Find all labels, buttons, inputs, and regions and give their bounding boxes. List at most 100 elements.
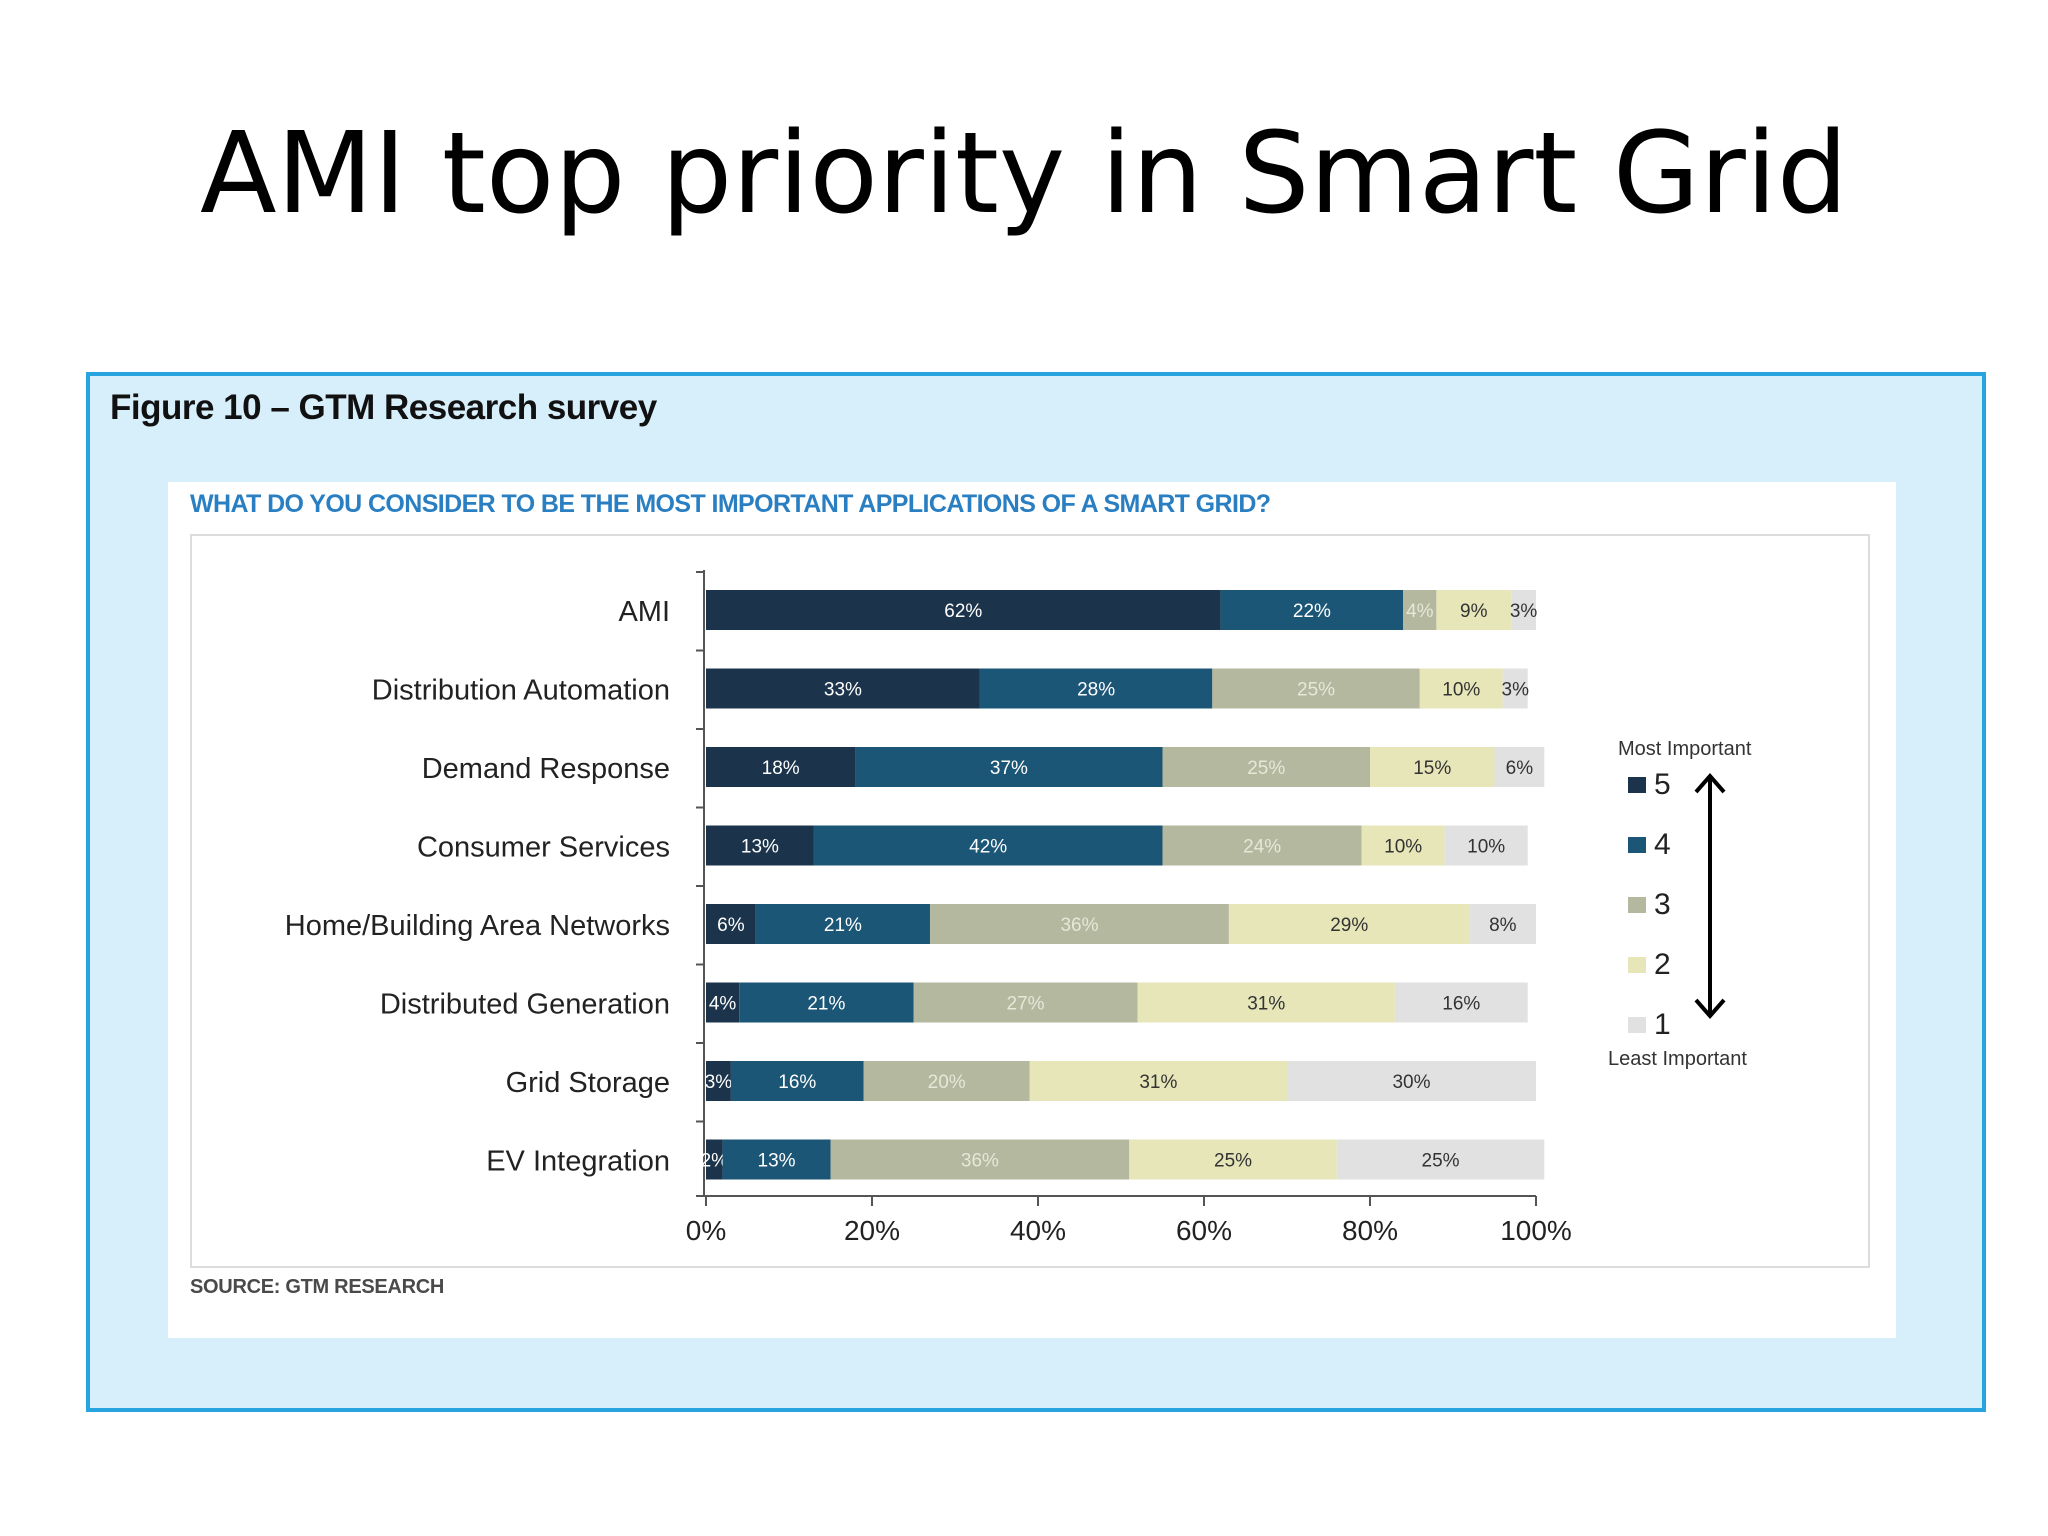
legend-swatch bbox=[1628, 1017, 1646, 1033]
data-label: 33% bbox=[824, 680, 862, 701]
legend-item: 1 bbox=[1628, 1008, 1671, 1042]
bar-segment bbox=[1287, 1061, 1536, 1101]
bar-segment bbox=[730, 1061, 864, 1101]
data-label: 27% bbox=[1007, 994, 1045, 1015]
data-label: 21% bbox=[824, 915, 862, 936]
bar-segment bbox=[1228, 904, 1470, 944]
bar-segment bbox=[706, 590, 1221, 630]
x-tick-label: 40% bbox=[1010, 1215, 1066, 1246]
legend-most-important: Most Important bbox=[1618, 738, 1752, 760]
data-label: 36% bbox=[961, 1151, 999, 1172]
figure-caption: Figure 10 – GTM Research survey bbox=[110, 388, 657, 427]
bar-segment bbox=[863, 1061, 1030, 1101]
data-label: 25% bbox=[1297, 680, 1335, 701]
bar-segment bbox=[755, 904, 931, 944]
bar-segment bbox=[930, 904, 1229, 944]
data-label: 16% bbox=[778, 1072, 816, 1093]
x-tick-label: 20% bbox=[844, 1215, 900, 1246]
data-label: 15% bbox=[1413, 758, 1451, 779]
bar-segment bbox=[706, 747, 856, 787]
data-label: 10% bbox=[1384, 837, 1422, 858]
data-label: 36% bbox=[1060, 915, 1098, 936]
bar-segment bbox=[1403, 590, 1437, 630]
x-tick-label: 80% bbox=[1342, 1215, 1398, 1246]
data-label: 10% bbox=[1442, 680, 1480, 701]
data-label: 3% bbox=[1502, 680, 1530, 701]
bar-segment bbox=[1370, 747, 1495, 787]
importance-arrow-icon bbox=[1694, 772, 1726, 1020]
bar-segment bbox=[1436, 590, 1512, 630]
data-label: 6% bbox=[1506, 758, 1534, 779]
legend-label: 5 bbox=[1654, 768, 1671, 801]
data-label: 2% bbox=[701, 1151, 729, 1172]
category-label: EV Integration bbox=[486, 1146, 670, 1178]
legend-swatch bbox=[1628, 897, 1646, 913]
legend-label: 4 bbox=[1654, 828, 1671, 861]
legend-label: 1 bbox=[1654, 1008, 1671, 1041]
data-label: 10% bbox=[1467, 837, 1505, 858]
bar-segment bbox=[706, 1139, 723, 1180]
bar-segment bbox=[706, 982, 740, 1023]
bar-segment bbox=[739, 982, 914, 1023]
bar-segment bbox=[706, 668, 980, 709]
legend-swatch bbox=[1628, 777, 1646, 793]
data-label: 4% bbox=[709, 994, 737, 1015]
legend-item: 4 bbox=[1628, 828, 1671, 862]
data-label: 13% bbox=[741, 837, 779, 858]
category-label: Consumer Services bbox=[417, 832, 670, 864]
data-label: 6% bbox=[717, 915, 745, 936]
chart-title: WHAT DO YOU CONSIDER TO BE THE MOST IMPO… bbox=[190, 490, 1271, 518]
category-label: Distribution Automation bbox=[372, 675, 670, 707]
data-label: 21% bbox=[807, 994, 845, 1015]
bar-segment bbox=[1162, 747, 1370, 787]
data-label: 18% bbox=[762, 758, 800, 779]
legend-swatch bbox=[1628, 837, 1646, 853]
data-label: 13% bbox=[758, 1151, 796, 1172]
data-label: 22% bbox=[1293, 601, 1331, 622]
legend-label: 3 bbox=[1654, 888, 1671, 921]
data-label: 25% bbox=[1422, 1151, 1460, 1172]
data-label: 62% bbox=[944, 601, 982, 622]
bar-segment bbox=[1336, 1139, 1545, 1180]
bar-segment bbox=[706, 825, 814, 866]
data-label: 25% bbox=[1247, 758, 1285, 779]
bar-segment bbox=[1162, 825, 1362, 866]
bar-segment bbox=[1419, 668, 1503, 709]
chart-source: SOURCE: GTM RESEARCH bbox=[190, 1276, 445, 1298]
data-label: 42% bbox=[969, 837, 1007, 858]
data-label: 30% bbox=[1392, 1072, 1430, 1093]
bar-segment bbox=[1361, 825, 1445, 866]
bar-segment bbox=[1212, 668, 1420, 709]
x-tick-label: 100% bbox=[1500, 1215, 1572, 1246]
x-tick-label: 0% bbox=[686, 1215, 726, 1246]
bar-segment bbox=[1394, 982, 1528, 1023]
bar-segment bbox=[1511, 590, 1536, 630]
data-label: 4% bbox=[1406, 601, 1434, 622]
bar-segment bbox=[813, 825, 1163, 866]
category-label: Grid Storage bbox=[506, 1067, 670, 1099]
bar-segment bbox=[1137, 982, 1395, 1023]
data-label: 8% bbox=[1489, 915, 1517, 936]
data-label: 16% bbox=[1442, 994, 1480, 1015]
data-label: 29% bbox=[1330, 915, 1368, 936]
bar-segment bbox=[913, 982, 1138, 1023]
bar-segment bbox=[1469, 904, 1536, 944]
legend-swatch bbox=[1628, 957, 1646, 973]
bar-segment bbox=[979, 668, 1213, 709]
data-label: 31% bbox=[1247, 994, 1285, 1015]
legend-least-important: Least Important bbox=[1608, 1048, 1747, 1070]
category-label: AMI bbox=[618, 596, 670, 628]
bar-segment bbox=[1029, 1061, 1287, 1101]
bar-segment bbox=[855, 747, 1163, 787]
x-tick-label: 60% bbox=[1176, 1215, 1232, 1246]
bar-segment bbox=[706, 1061, 731, 1101]
bar-segment bbox=[1220, 590, 1404, 630]
data-label: 3% bbox=[705, 1072, 733, 1093]
legend-item: 2 bbox=[1628, 948, 1671, 982]
data-label: 20% bbox=[928, 1072, 966, 1093]
legend-item: 3 bbox=[1628, 888, 1671, 922]
category-label: Demand Response bbox=[422, 753, 670, 785]
bar-segment bbox=[1129, 1139, 1337, 1180]
data-label: 9% bbox=[1460, 601, 1488, 622]
